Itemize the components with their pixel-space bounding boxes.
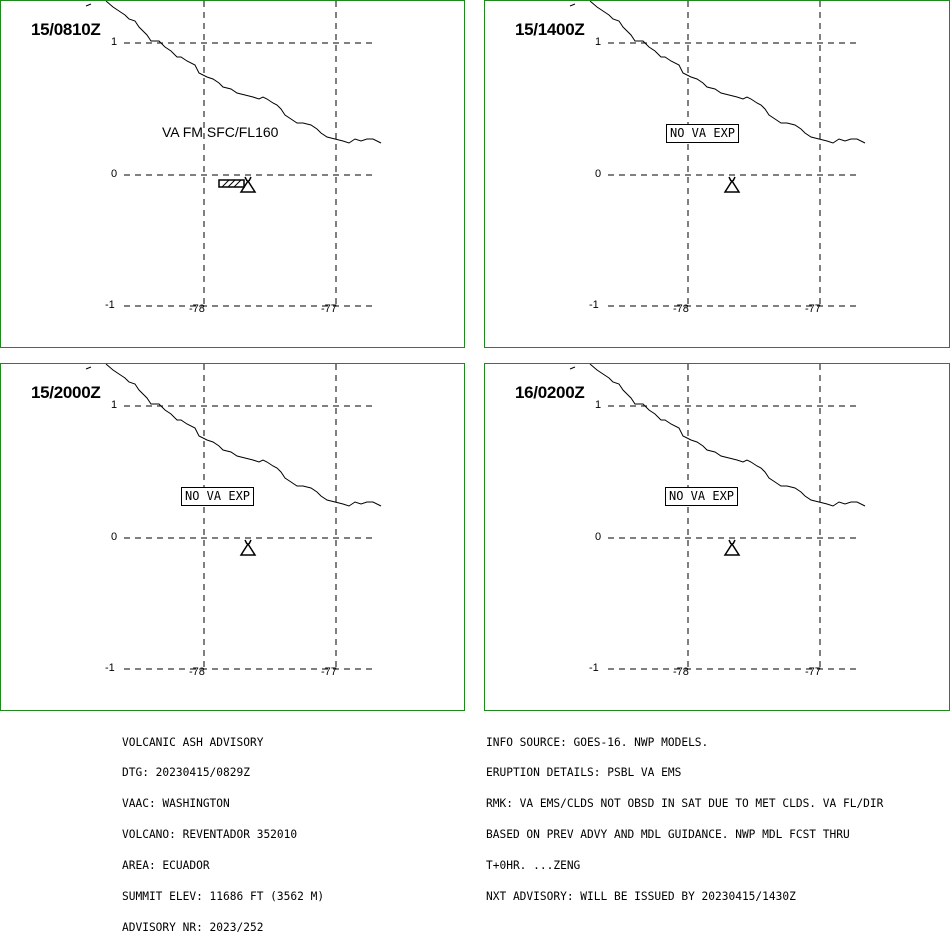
forecast-panel-t0: 15/0810Z 1 0 -1 -78 -77 VA FM SFC/FL160: [0, 0, 465, 348]
forecast-time-label: 16/0200Z: [515, 383, 585, 402]
lat-label-0: 0: [111, 168, 118, 180]
map-layer: [85, 1, 382, 307]
coastline: [569, 1, 866, 144]
lat-lon-grid: [124, 1, 373, 307]
lat-label-neg1: -1: [105, 299, 115, 311]
lat-label-neg1: -1: [589, 299, 599, 311]
lat-label-1: 1: [111, 399, 118, 411]
lon-label-77: -77: [805, 666, 821, 678]
lat-label-1: 1: [595, 399, 602, 411]
lon-label-78: -78: [189, 303, 205, 315]
no-va-exp-box: NO VA EXP: [181, 487, 255, 506]
lon-label-78: -78: [189, 666, 205, 678]
lon-label-78: -78: [673, 666, 689, 678]
forecast-panel-t1: 15/1400Z 1 0 -1 -78 -77 NO VA EXP: [484, 0, 950, 348]
lat-lon-grid: [124, 364, 373, 670]
advisory-line: INFO SOURCE: GOES-16. NWP MODELS.: [486, 735, 709, 749]
advisory-line: RMK: VA EMS/CLDS NOT OBSD IN SAT DUE TO …: [486, 797, 884, 811]
lon-label-77: -77: [805, 303, 821, 315]
map-layer: [569, 364, 866, 670]
lat-label-0: 0: [111, 531, 118, 543]
no-va-exp-box: NO VA EXP: [666, 124, 740, 143]
map-layer: [569, 1, 866, 307]
advisory-line: BASED ON PREV ADVY AND MDL GUIDANCE. NWP…: [486, 828, 850, 842]
lat-lon-grid: [608, 364, 857, 670]
volcano-icon: [723, 539, 741, 556]
coastline: [85, 1, 382, 144]
volcano-icon: [723, 176, 741, 193]
forecast-time-label: 15/0810Z: [31, 20, 101, 39]
lat-label-0: 0: [595, 168, 602, 180]
advisory-line: ERUPTION DETAILS: PSBL VA EMS: [486, 766, 682, 780]
forecast-time-label: 15/1400Z: [515, 20, 585, 39]
lat-label-1: 1: [595, 36, 602, 48]
lon-label-78: -78: [673, 303, 689, 315]
ash-cloud-polygon: [218, 179, 245, 188]
advisory-line: VOLCANIC ASH ADVISORY: [122, 735, 264, 749]
volcano-icon: [239, 539, 257, 556]
forecast-panel-t3: 16/0200Z 1 0 -1 -78 -77 NO VA EXP: [484, 363, 950, 711]
map-layer: [85, 364, 382, 670]
lat-label-neg1: -1: [589, 662, 599, 674]
advisory-line: T+0HR. ...ZENG: [486, 859, 581, 873]
lat-lon-grid: [608, 1, 857, 307]
volcano-icon: [239, 176, 257, 193]
advisory-remarks-text: INFO SOURCE: GOES-16. NWP MODELS. ERUPTI…: [486, 717, 883, 913]
no-va-exp-box: NO VA EXP: [665, 487, 739, 506]
lat-label-1: 1: [111, 36, 118, 48]
lat-label-neg1: -1: [105, 662, 115, 674]
advisory-line: SUMMIT ELEV: 11686 FT (3562 M): [122, 890, 325, 904]
advisory-line: AREA: ECUADOR: [122, 859, 210, 873]
forecast-panel-t2: 15/2000Z 1 0 -1 -78 -77 NO VA EXP: [0, 363, 465, 711]
advisory-line: DTG: 20230415/0829Z: [122, 766, 250, 780]
advisory-line: NXT ADVISORY: WILL BE ISSUED BY 20230415…: [486, 890, 796, 904]
lon-label-77: -77: [321, 303, 337, 315]
forecast-time-label: 15/2000Z: [31, 383, 101, 402]
lat-label-0: 0: [595, 531, 602, 543]
advisory-line: ADVISORY NR: 2023/252: [122, 920, 264, 934]
lon-label-77: -77: [321, 666, 337, 678]
coastline: [569, 364, 866, 507]
coastline: [85, 364, 382, 507]
ash-cloud-label: VA FM SFC/FL160: [162, 124, 279, 140]
advisory-header-text: VOLCANIC ASH ADVISORY DTG: 20230415/0829…: [122, 717, 324, 944]
advisory-line: VOLCANO: REVENTADOR 352010: [122, 828, 298, 842]
advisory-line: VAAC: WASHINGTON: [122, 797, 230, 811]
